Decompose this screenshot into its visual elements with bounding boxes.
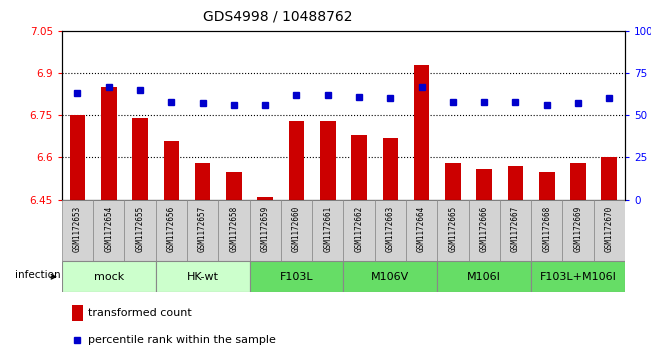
- Bar: [570, 163, 586, 200]
- Text: GSM1172666: GSM1172666: [480, 206, 489, 252]
- Bar: [320, 121, 335, 200]
- Text: GSM1172657: GSM1172657: [198, 206, 207, 252]
- Bar: [508, 166, 523, 200]
- FancyBboxPatch shape: [93, 200, 124, 261]
- Text: GSM1172663: GSM1172663: [386, 206, 395, 252]
- Text: GSM1172664: GSM1172664: [417, 206, 426, 252]
- Bar: [101, 87, 117, 200]
- Bar: [249, 261, 343, 292]
- Text: GSM1172660: GSM1172660: [292, 206, 301, 252]
- Text: GSM1172668: GSM1172668: [542, 206, 551, 252]
- Text: F103L: F103L: [280, 272, 313, 282]
- Text: GDS4998 / 10488762: GDS4998 / 10488762: [202, 9, 352, 23]
- FancyBboxPatch shape: [594, 200, 625, 261]
- FancyBboxPatch shape: [469, 200, 500, 261]
- Bar: [383, 138, 398, 200]
- Text: mock: mock: [94, 272, 124, 282]
- Text: M106V: M106V: [371, 272, 409, 282]
- FancyBboxPatch shape: [437, 200, 469, 261]
- Bar: [445, 163, 461, 200]
- FancyBboxPatch shape: [281, 200, 312, 261]
- FancyBboxPatch shape: [249, 200, 281, 261]
- Text: GSM1172658: GSM1172658: [229, 206, 238, 252]
- Bar: [72, 305, 83, 321]
- Bar: [163, 140, 179, 200]
- Text: GSM1172670: GSM1172670: [605, 206, 614, 252]
- FancyBboxPatch shape: [62, 200, 93, 261]
- FancyBboxPatch shape: [500, 200, 531, 261]
- Text: transformed count: transformed count: [88, 308, 191, 318]
- Bar: [477, 169, 492, 200]
- Bar: [437, 261, 531, 292]
- Bar: [226, 171, 242, 200]
- Text: GSM1172653: GSM1172653: [73, 206, 82, 252]
- FancyBboxPatch shape: [343, 200, 375, 261]
- Text: percentile rank within the sample: percentile rank within the sample: [88, 335, 276, 344]
- FancyBboxPatch shape: [312, 200, 343, 261]
- Bar: [288, 121, 304, 200]
- Text: F103L+M106I: F103L+M106I: [540, 272, 616, 282]
- Bar: [156, 261, 249, 292]
- Bar: [132, 118, 148, 200]
- Text: GSM1172655: GSM1172655: [135, 206, 145, 252]
- Text: M106I: M106I: [467, 272, 501, 282]
- Text: GSM1172667: GSM1172667: [511, 206, 520, 252]
- FancyBboxPatch shape: [406, 200, 437, 261]
- Bar: [414, 65, 430, 200]
- FancyBboxPatch shape: [562, 200, 594, 261]
- Bar: [70, 115, 85, 200]
- Text: GSM1172661: GSM1172661: [324, 206, 332, 252]
- Text: GSM1172654: GSM1172654: [104, 206, 113, 252]
- Bar: [257, 197, 273, 200]
- Text: GSM1172662: GSM1172662: [355, 206, 363, 252]
- FancyBboxPatch shape: [187, 200, 218, 261]
- Text: infection: infection: [16, 270, 61, 280]
- FancyBboxPatch shape: [218, 200, 249, 261]
- Bar: [352, 135, 367, 200]
- Bar: [531, 261, 625, 292]
- Text: HK-wt: HK-wt: [187, 272, 219, 282]
- Bar: [602, 158, 617, 200]
- FancyBboxPatch shape: [531, 200, 562, 261]
- Text: GSM1172659: GSM1172659: [260, 206, 270, 252]
- Bar: [195, 163, 210, 200]
- Bar: [62, 261, 156, 292]
- Text: GSM1172669: GSM1172669: [574, 206, 583, 252]
- FancyBboxPatch shape: [375, 200, 406, 261]
- FancyBboxPatch shape: [124, 200, 156, 261]
- Bar: [343, 261, 437, 292]
- FancyBboxPatch shape: [156, 200, 187, 261]
- Bar: [539, 171, 555, 200]
- Text: GSM1172656: GSM1172656: [167, 206, 176, 252]
- Text: GSM1172665: GSM1172665: [449, 206, 458, 252]
